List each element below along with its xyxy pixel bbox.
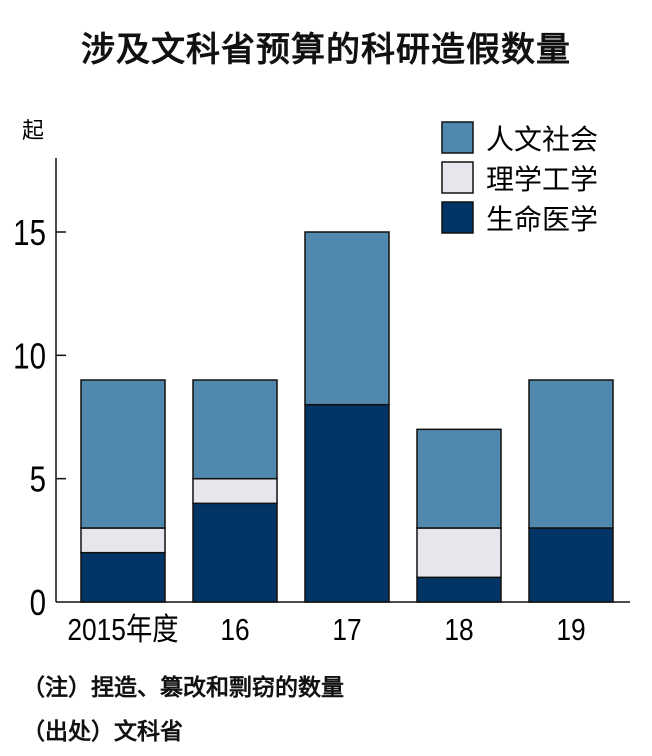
bar-segment bbox=[416, 576, 502, 603]
y-tick-label: 5 bbox=[30, 459, 46, 499]
bar-segment bbox=[416, 428, 502, 529]
legend-swatch bbox=[441, 121, 474, 154]
bar-segment bbox=[528, 527, 614, 603]
legend-label: 理学工学 bbox=[486, 163, 598, 196]
bars bbox=[80, 231, 614, 603]
y-tick-label: 15 bbox=[13, 212, 46, 252]
bar-segment bbox=[416, 527, 502, 579]
bar-segment bbox=[192, 379, 278, 480]
bar-segment bbox=[304, 231, 390, 406]
bar-segment bbox=[80, 379, 166, 529]
bar-segment bbox=[192, 477, 278, 505]
legend-label: 生命医学 bbox=[486, 203, 598, 236]
bar-segment bbox=[528, 379, 614, 529]
legend-label: 人文社会 bbox=[486, 123, 598, 156]
x-tick-label: 16 bbox=[220, 613, 249, 647]
footnote: （注）捏造、篡改和剽窃的数量 bbox=[22, 675, 344, 701]
x-tick-label: 17 bbox=[332, 613, 361, 647]
bar-segment bbox=[80, 527, 166, 554]
source-note: （出处）文科省 bbox=[22, 719, 183, 745]
bar-segment bbox=[80, 551, 166, 603]
y-unit-label: 起 bbox=[22, 119, 44, 144]
legend-swatch bbox=[441, 201, 474, 234]
bar-segment bbox=[192, 502, 278, 603]
y-tick-label: 0 bbox=[30, 582, 46, 622]
tick-labels: 起 0 5 10 15 2015年度 16 17 18 19 bbox=[13, 119, 585, 648]
legend-swatch bbox=[441, 161, 474, 194]
x-tick-label: 2015年度 bbox=[67, 613, 178, 647]
x-tick-label: 18 bbox=[444, 613, 473, 647]
x-tick-label: 19 bbox=[556, 613, 585, 647]
bar-segment bbox=[304, 403, 390, 603]
chart-title: 涉及文科省预算的科研造假数量 bbox=[81, 30, 571, 70]
y-tick-label: 10 bbox=[13, 336, 46, 376]
